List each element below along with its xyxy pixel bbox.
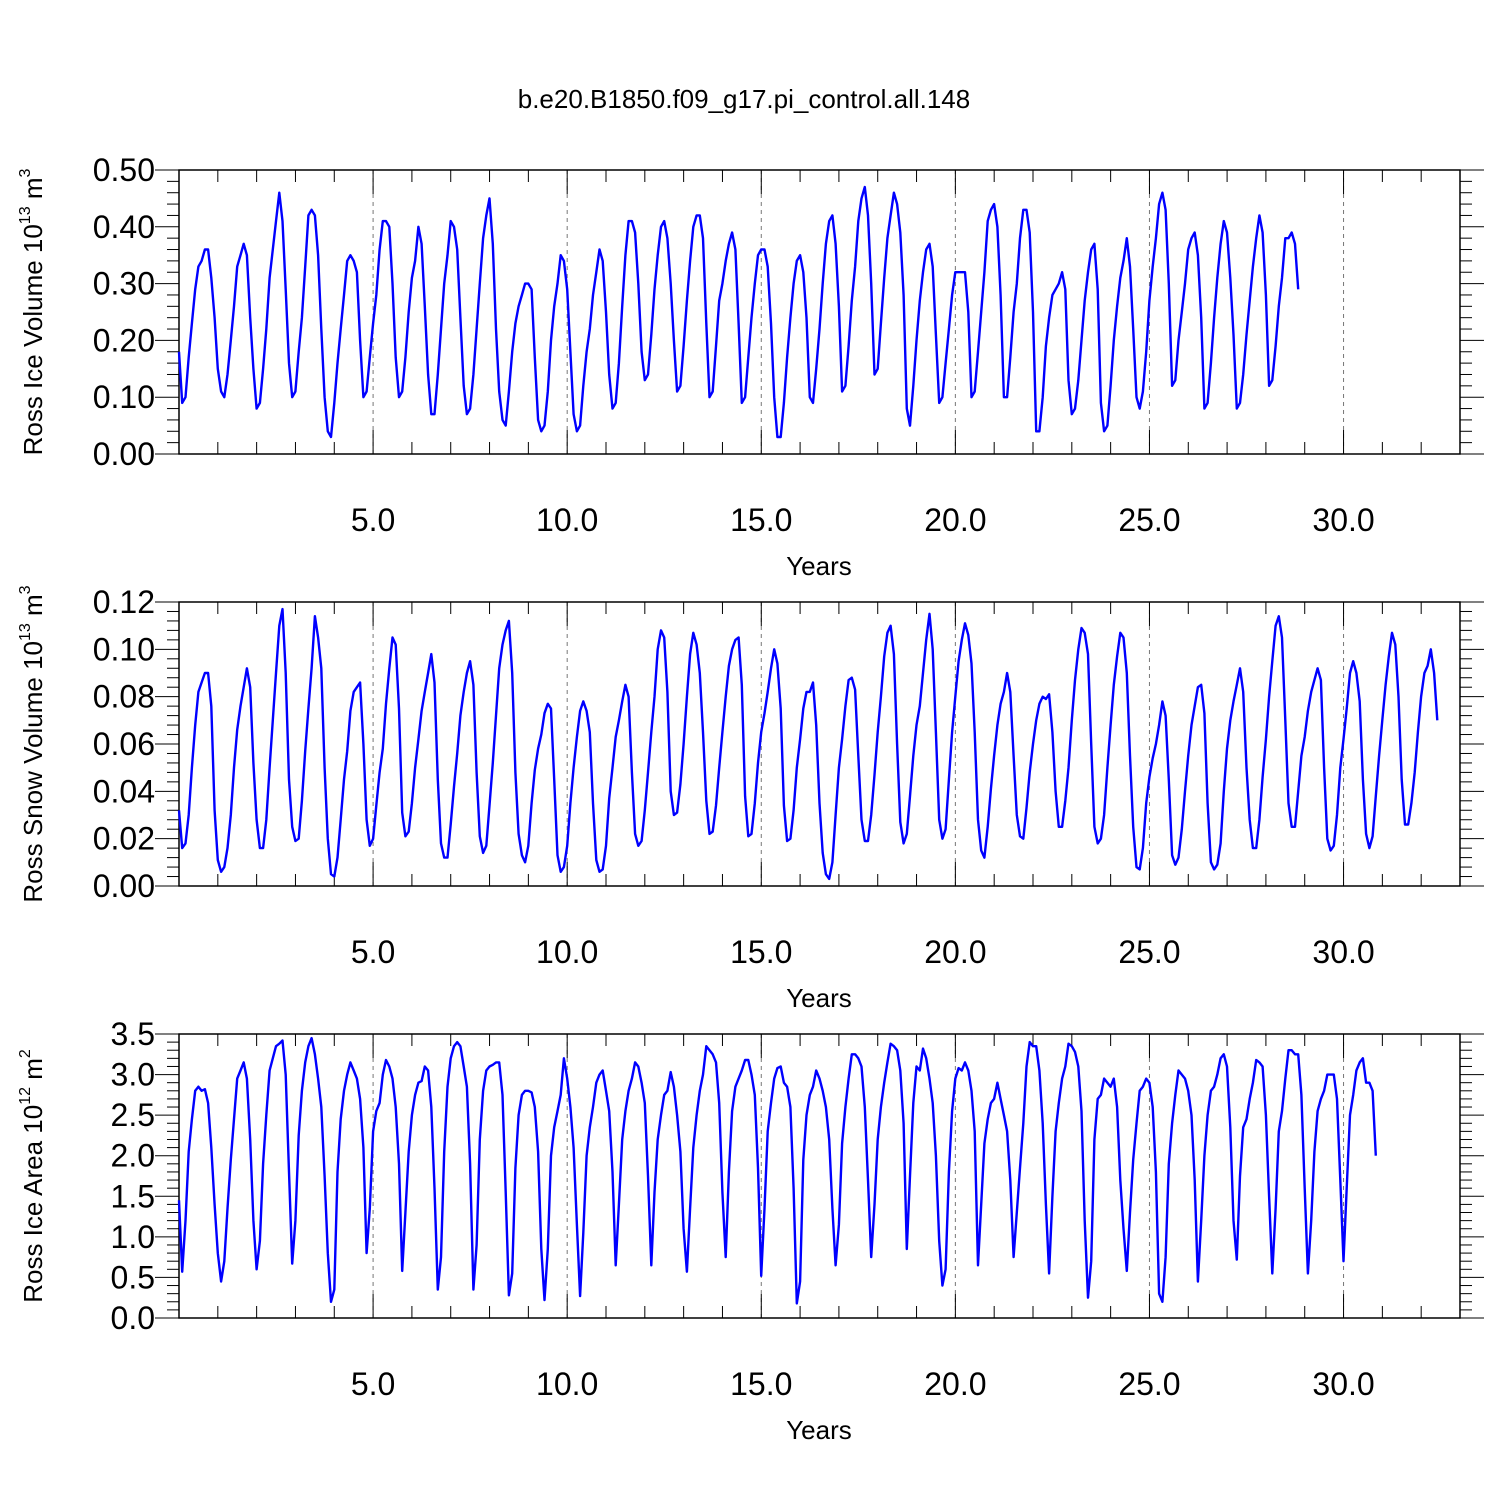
x-tick-label: 10.0 [536,934,598,970]
y-tick-label: 0.00 [93,436,155,472]
panels: 0.000.100.200.300.400.505.0 10.0 15.0 20.0 2… [17,152,1484,1445]
series-line-snow-volume [177,607,1439,881]
x-axis-label: Years [786,983,852,1013]
y-tick-label: 0.04 [93,773,155,809]
y-tick-label: 1.0 [111,1219,155,1255]
x-tick-label: 25.0 [1118,1366,1180,1402]
x-tick-label: 15.0 [730,502,792,538]
y-tick-label: 0.02 [93,821,155,857]
y-axis-label-unit-exponent: 3 [17,168,34,177]
y-tick-label: 2.0 [111,1138,155,1174]
y-axis-label-unit-exponent: 3 [17,585,34,594]
x-tick-label: 25.0 [1118,502,1180,538]
x-tick-label: 15.0 [730,934,792,970]
panel-ice-volume: 0.00 0.10 0.20 0.30 0.40 0.50 5.0 10.0 15.0 20.0 2… [17,152,1484,581]
y-tick-label: 0.00 [93,868,155,904]
y-tick-label: 0.06 [93,726,155,762]
x-tick-label: 5.0 [351,1366,395,1402]
x-tick-label: 5.0 [351,502,395,538]
panel-snow-volume: 0.00 0.02 0.04 0.06 0.08 0.10 0.12 5.0 10.0 15.0 2… [17,584,1484,1013]
x-tick-label: 30.0 [1312,934,1374,970]
y-tick-label: 0.12 [93,584,155,620]
figure-title: b.e20.B1850.f09_g17.pi_control.all.148 [518,84,970,114]
series-line-ice-area [177,1036,1377,1305]
y-tick-label: 0.50 [93,152,155,188]
x-tick-label: 10.0 [536,502,598,538]
y-tick-label: 0.10 [93,379,155,415]
y-tick-label: 0.5 [111,1259,155,1295]
plot-frame [178,169,1461,455]
y-tick-label: 0.20 [93,322,155,358]
y-axis-label-exponent: 13 [17,623,34,641]
x-tick-label: 10.0 [536,1366,598,1402]
y-axis-label-main: Ross Ice Volume 10 [18,224,48,455]
y-axis-label: Ross Snow Volume 1013 m3 [17,585,48,902]
y-tick-label: 2.5 [111,1097,155,1133]
x-axis-label: Years [786,551,852,581]
y-axis-label-unit-exponent: 2 [17,1049,34,1058]
x-axis-label: Years [786,1415,852,1445]
series-line-ice-volume [177,185,1300,439]
y-tick-label: 0.10 [93,631,155,667]
y-axis-label-main: Ross Snow Volume 10 [18,641,48,903]
y-axis-label: Ross Ice Volume 1013 m3 [17,168,48,455]
y-axis-label-exponent: 13 [17,206,34,224]
y-tick-label: 1.5 [111,1178,155,1214]
x-tick-label: 15.0 [730,1366,792,1402]
y-tick-label: 0.40 [93,209,155,245]
y-axis-label-unit: m [18,177,48,206]
x-tick-label: 20.0 [924,934,986,970]
panel-ice-area: 0.0 0.5 1.0 1.5 2.0 2.5 3.0 3.5 5.0 10.0 15.0 20.0 2… [17,1016,1484,1445]
x-tick-label: 5.0 [351,934,395,970]
y-axis-label-unit: m [18,594,48,623]
y-axis-label: Ross Ice Area 1012 m2 [17,1049,48,1303]
plot-frame [178,1033,1461,1319]
x-tick-label: 25.0 [1118,934,1180,970]
x-tick-label: 30.0 [1312,502,1374,538]
y-tick-label: 3.5 [111,1016,155,1052]
y-axis-label-main: Ross Ice Area 10 [18,1105,48,1303]
y-axis-label-exponent: 12 [17,1087,34,1105]
x-tick-label: 20.0 [924,502,986,538]
y-tick-label: 3.0 [111,1057,155,1093]
x-tick-label: 30.0 [1312,1366,1374,1402]
y-tick-label: 0.0 [111,1300,155,1336]
y-tick-label: 0.08 [93,679,155,715]
x-tick-label: 20.0 [924,1366,986,1402]
y-tick-label: 0.30 [93,266,155,302]
y-axis-label-unit: m [18,1058,48,1087]
